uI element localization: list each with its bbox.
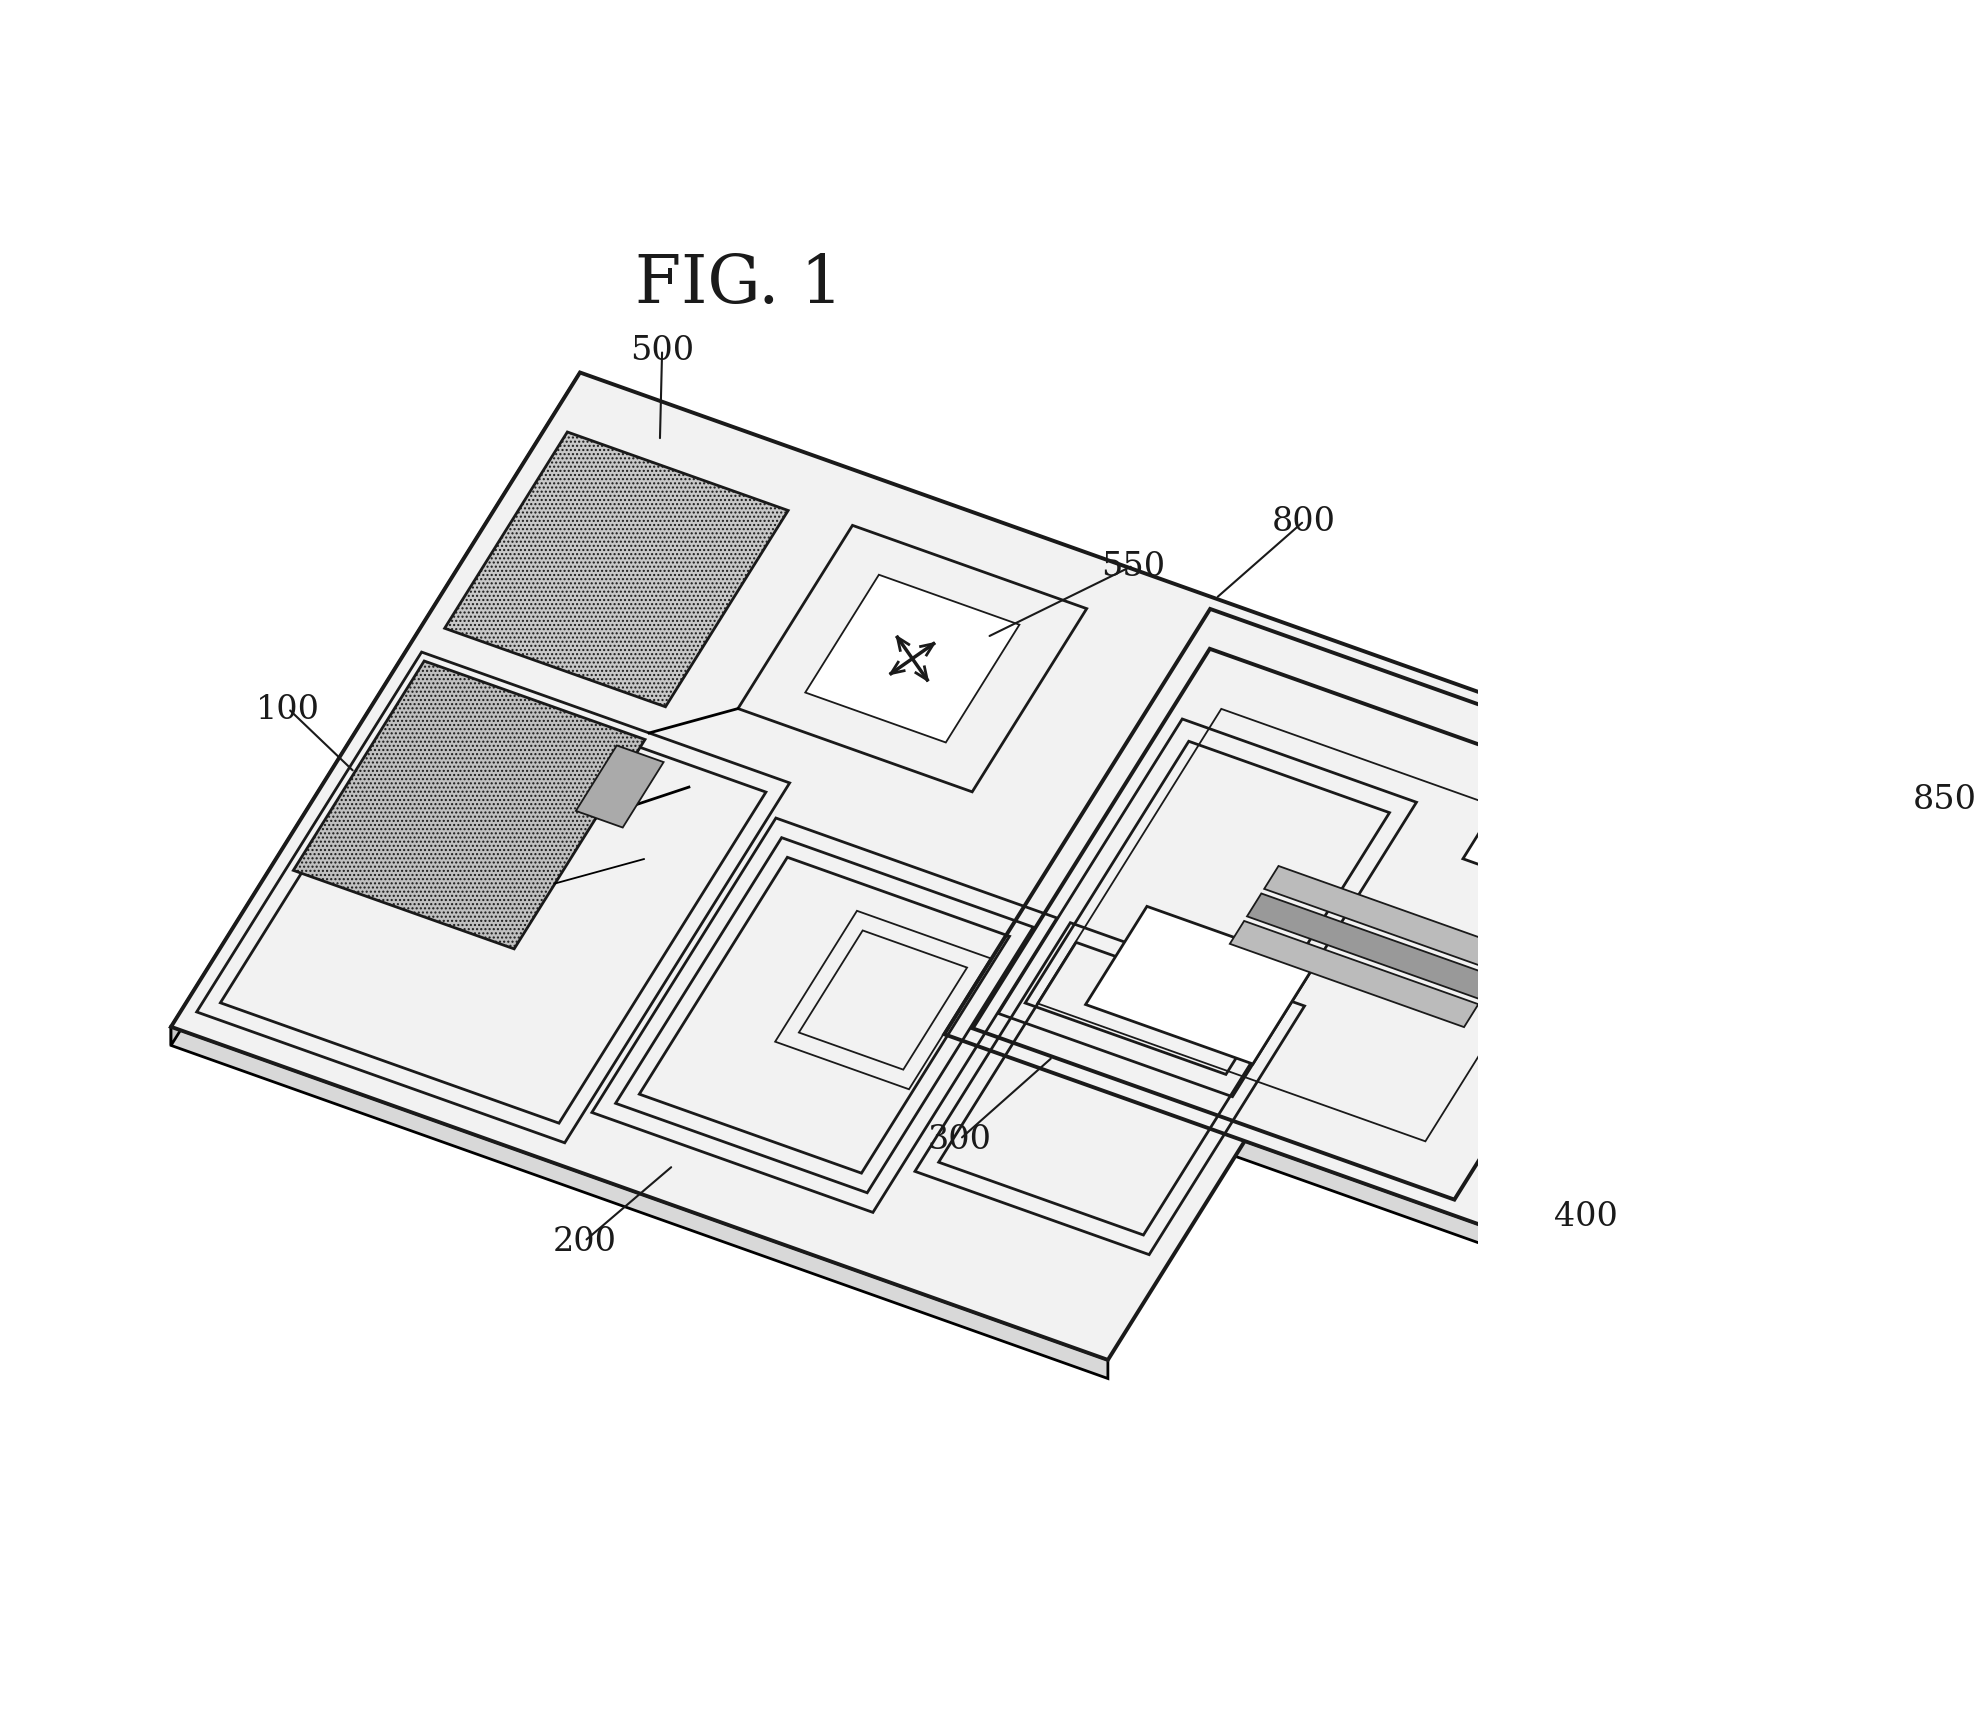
Polygon shape [972,1029,1455,1215]
Polygon shape [944,1034,1479,1244]
Text: 200: 200 [553,1225,616,1258]
Text: 400: 400 [1555,1201,1618,1232]
Text: 100: 100 [256,693,320,725]
Polygon shape [171,374,580,1046]
Text: FIG. 1: FIG. 1 [634,252,843,317]
Polygon shape [1264,867,1513,972]
Polygon shape [972,650,1211,1044]
Polygon shape [171,374,1517,1359]
Circle shape [1521,1085,1628,1192]
Polygon shape [1231,922,1479,1027]
Polygon shape [1085,906,1314,1065]
Polygon shape [294,662,644,949]
Polygon shape [577,746,664,829]
Polygon shape [445,432,787,708]
Text: 500: 500 [630,334,694,367]
Polygon shape [805,575,1020,743]
Polygon shape [944,610,1745,1225]
Polygon shape [171,1027,1107,1378]
Polygon shape [1463,762,1692,918]
Text: 850: 850 [1912,784,1976,815]
Text: 800: 800 [1272,505,1336,538]
Polygon shape [944,610,1211,1053]
Text: 550: 550 [1101,550,1165,582]
Polygon shape [1246,894,1495,999]
Text: 300: 300 [928,1123,992,1156]
